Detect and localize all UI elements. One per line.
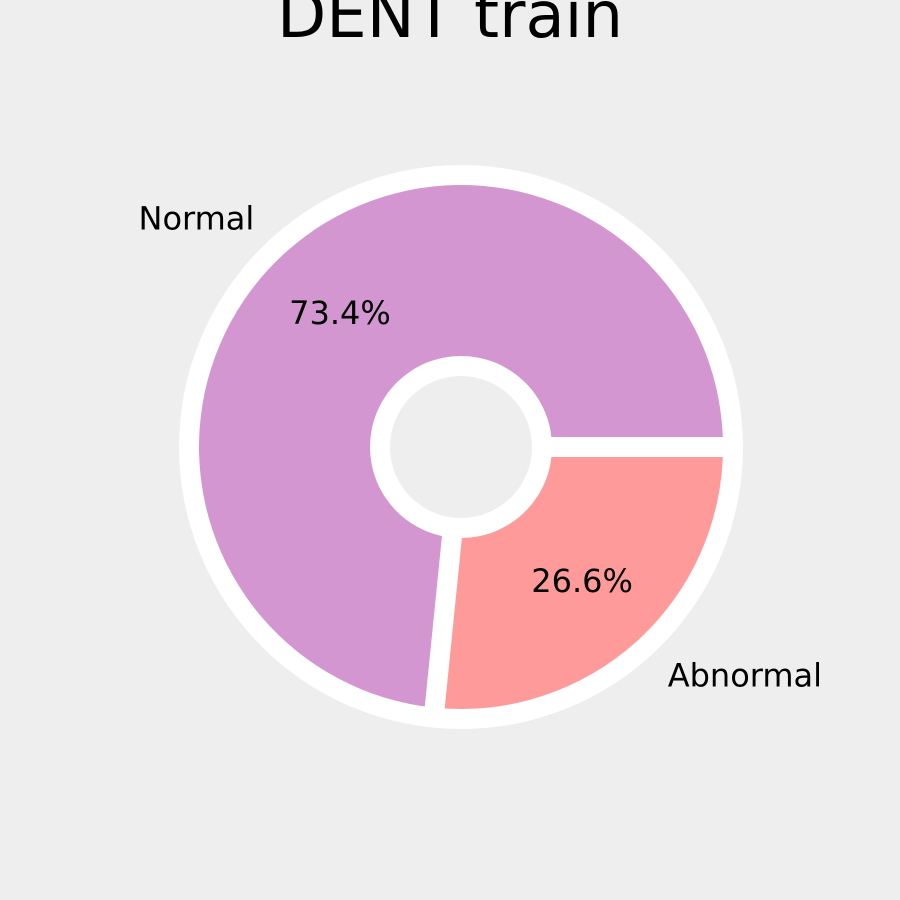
- slice-label-normal: Normal: [139, 199, 255, 237]
- label-layer: 73.4% Normal 26.6% Abnormal: [139, 199, 823, 694]
- pct-label-normal: 73.4%: [289, 294, 391, 332]
- donut-hole: [390, 376, 532, 518]
- pct-label-abnormal: 26.6%: [531, 562, 633, 600]
- slice-label-abnormal: Abnormal: [668, 657, 822, 695]
- chart-title: DENT train: [277, 0, 623, 53]
- slice-layer: [199, 184, 733, 719]
